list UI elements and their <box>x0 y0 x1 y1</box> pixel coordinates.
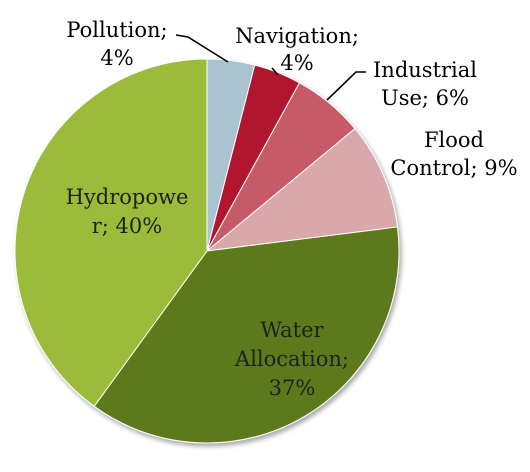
data-label-pollution: Pollution; 4% <box>66 18 167 70</box>
data-labels: Pollution; 4% Navigation; 4% Industrial Use; … <box>66 18 518 400</box>
pie-slice-hydropower <box>14 58 208 408</box>
leader-line-navigation <box>271 67 279 76</box>
data-label-line: r; 40% <box>92 214 162 238</box>
leader-line-pollution <box>175 34 229 63</box>
data-label-line: 4% <box>280 51 313 75</box>
data-label-line: Use; 6% <box>381 86 469 110</box>
data-label-line: Hydropowe <box>66 185 189 209</box>
data-label-line: 37% <box>269 376 316 400</box>
leader-lines <box>175 34 366 101</box>
data-label-line: Industrial <box>373 58 477 82</box>
data-label-industrial-use: Industrial Use; 6% <box>373 58 477 110</box>
pie-slices <box>14 58 400 444</box>
data-label-line: Allocation; <box>234 347 349 371</box>
data-label-flood-control: Flood Control; 9% <box>390 128 517 180</box>
pie-slice-water-allocation <box>93 226 400 444</box>
data-label-line: Control; 9% <box>390 156 517 180</box>
data-label-line: Pollution; <box>66 18 167 42</box>
data-label-line: Flood <box>424 128 484 152</box>
pie-slice-flood-control <box>205 127 399 252</box>
data-label-hydropower: Hydropowe r; 40% <box>66 185 189 238</box>
leader-line-industrial-use <box>326 71 366 101</box>
data-label-line: 4% <box>100 46 133 70</box>
data-label-water-allocation: Water Allocation; 37% <box>234 318 349 400</box>
data-label-line: Navigation; <box>235 24 359 48</box>
data-label-line: Water <box>260 318 324 342</box>
data-label-navigation: Navigation; 4% <box>235 24 359 75</box>
